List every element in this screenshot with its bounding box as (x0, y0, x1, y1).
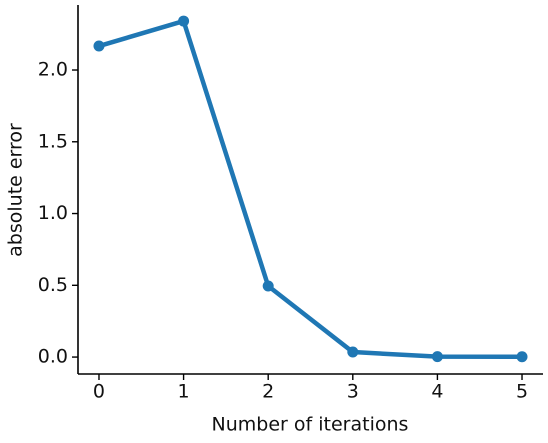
x-tick-label: 1 (178, 381, 190, 403)
data-point (262, 280, 274, 292)
x-axis-label: Number of iterations (212, 414, 409, 436)
x-tick-label: 4 (431, 381, 443, 403)
y-tick-label: 0.5 (38, 274, 68, 296)
y-tick-label: 1.5 (38, 130, 68, 152)
data-point (347, 346, 359, 358)
x-tick-label: 0 (93, 381, 105, 403)
data-point (93, 40, 105, 52)
y-axis-label: absolute error (5, 123, 27, 257)
data-point (178, 15, 190, 27)
data-line (98, 18, 523, 360)
y-tick-label: 1.0 (38, 202, 68, 224)
data-point (516, 351, 528, 363)
x-tick-label: 5 (516, 381, 528, 403)
x-tick-label: 3 (347, 381, 359, 403)
y-tick-label: 2.0 (38, 59, 68, 81)
x-tick-label: 2 (262, 381, 274, 403)
y-tick-label: 0.0 (38, 346, 68, 368)
data-point (431, 351, 443, 363)
